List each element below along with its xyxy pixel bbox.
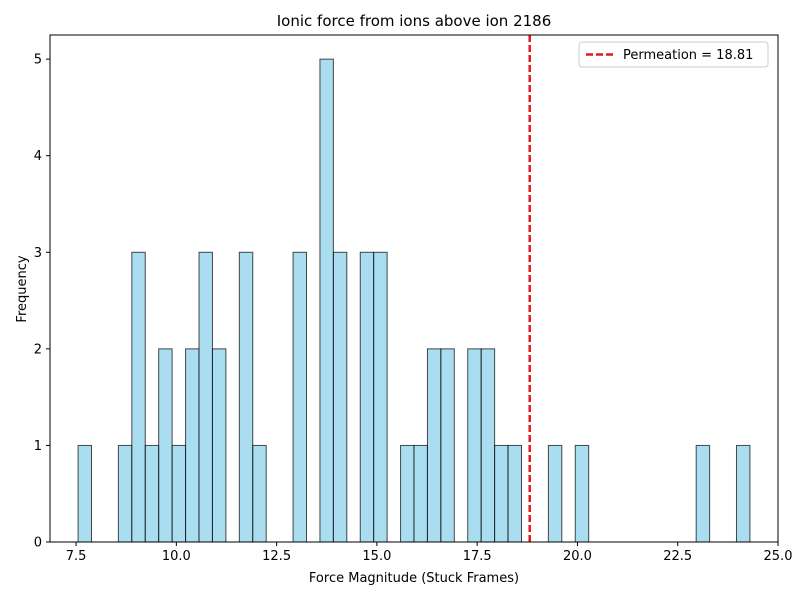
histogram-bar: [198, 251, 213, 543]
histogram-bar: [144, 444, 160, 543]
legend: Permeation = 18.81: [578, 41, 769, 68]
y-ticks-group: 0 1 2 3 4 5: [34, 53, 50, 551]
x-tick-label: 17.5: [463, 549, 492, 564]
histogram-bar: [426, 348, 442, 543]
histogram-bar: [494, 444, 509, 543]
histogram-bar: [292, 251, 308, 543]
histogram-bar: [440, 348, 455, 543]
x-tick-label: 15.0: [362, 549, 391, 564]
x-tick-label: 20.0: [563, 549, 592, 564]
histogram-bar: [211, 348, 227, 543]
y-axis-label: Frequency: [15, 255, 30, 322]
x-tick-label: 12.5: [262, 549, 291, 564]
histogram-bar: [359, 251, 375, 543]
legend-label-threshold: Permeation = 18.81: [623, 48, 753, 63]
histogram-bar: [695, 444, 711, 543]
x-tick-label: 10.0: [162, 549, 191, 564]
histogram-bar: [238, 251, 254, 543]
x-axis-label: Force Magnitude (Stuck Frames): [309, 571, 519, 586]
histogram-bar: [252, 444, 267, 543]
chart-title: Ionic force from ions above ion 2186: [277, 12, 552, 30]
y-tick-label: 2: [34, 342, 42, 357]
histogram-bar: [131, 251, 146, 543]
histogram-bar: [413, 444, 428, 543]
x-tick-label: 22.5: [663, 549, 692, 564]
histogram-bar: [547, 444, 563, 543]
plot-frame: [49, 34, 779, 543]
y-tick-label: 0: [34, 536, 42, 551]
histogram-bar: [171, 444, 187, 543]
legend-box: [578, 41, 769, 68]
x-tick-label: 25.0: [764, 549, 793, 564]
x-tick-label: 7.5: [66, 549, 87, 564]
y-tick-label: 4: [34, 149, 42, 164]
histogram-bar: [507, 444, 522, 543]
x-ticks-group: 7.5 10.0 12.5 15.0 17.5 20.0 22.5 25.0: [66, 542, 793, 564]
bars-group: [77, 58, 751, 543]
y-tick-label: 3: [34, 246, 42, 261]
histogram-bar: [480, 348, 496, 543]
histogram-bar: [158, 348, 173, 543]
histogram-bar: [467, 348, 482, 543]
y-tick-label: 1: [34, 439, 42, 454]
histogram-bar: [735, 444, 751, 543]
histogram-bar: [117, 444, 133, 543]
histogram-bar: [319, 58, 334, 543]
histogram-bar: [574, 444, 590, 543]
y-tick-label: 5: [34, 53, 42, 68]
histogram-bar: [400, 444, 415, 543]
histogram-bar: [332, 251, 348, 543]
histogram-bar: [373, 251, 388, 543]
axes-group: [49, 34, 779, 543]
histogram-bar: [77, 444, 93, 543]
histogram-bar: [185, 348, 200, 543]
